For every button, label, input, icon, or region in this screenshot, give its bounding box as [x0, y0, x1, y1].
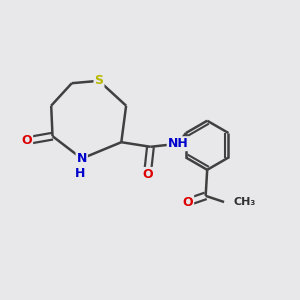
- Text: O: O: [142, 168, 153, 181]
- Text: N: N: [76, 152, 87, 165]
- Text: O: O: [22, 134, 32, 147]
- Text: S: S: [94, 74, 103, 87]
- Text: O: O: [183, 196, 193, 208]
- Text: NH: NH: [168, 137, 188, 150]
- Text: H: H: [75, 167, 86, 180]
- Text: CH₃: CH₃: [233, 197, 256, 207]
